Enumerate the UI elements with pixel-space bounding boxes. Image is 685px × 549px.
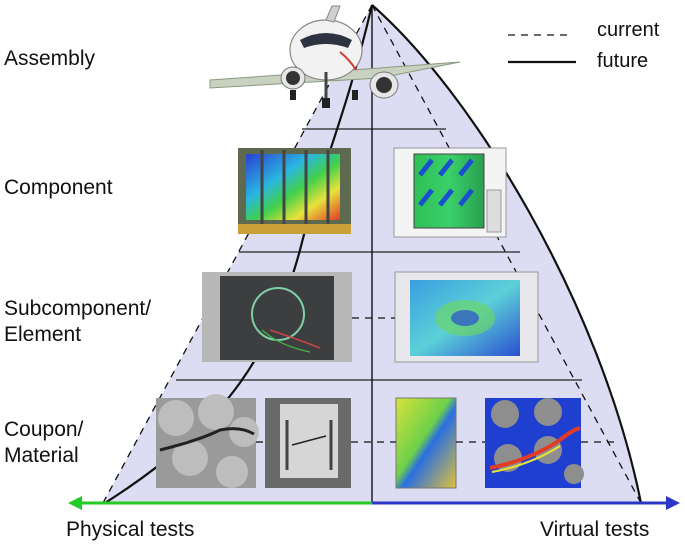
subcomponent-virtual-model: [394, 271, 539, 363]
level-label-coupon-line2: Material: [4, 444, 79, 467]
physical-axis-arrow: [68, 496, 372, 510]
level-label-coupon: Coupon/ Material: [4, 417, 83, 469]
coupon-micro-model: [485, 398, 584, 488]
legend-current-label: current: [597, 19, 660, 41]
subcomponent-physical-photo: [202, 272, 352, 362]
dashed-connectors: [256, 317, 620, 443]
level-dividers: [176, 128, 582, 381]
coupon-specimen-photo: [265, 398, 351, 488]
coupon-micrograph-photo: [156, 394, 259, 488]
level-label-assembly: Assembly: [4, 47, 96, 70]
level-label-component: Component: [4, 176, 113, 199]
level-label-subcomponent-line1: Subcomponent/: [4, 297, 152, 320]
component-physical-photo: [238, 148, 351, 234]
level-label-coupon-line1: Coupon/: [4, 418, 84, 441]
airplane-icon: [209, 5, 461, 108]
coupon-fe-model: [395, 397, 457, 489]
level-label-subcomponent-line2: Element: [4, 323, 82, 346]
physical-tests-label: Physical tests: [66, 518, 195, 541]
legend-future-label: future: [597, 50, 649, 72]
virtual-tests-label: Virtual tests: [540, 518, 650, 541]
virtual-axis-arrow: [372, 496, 680, 510]
level-label-subcomponent: Subcomponent/ Element: [4, 296, 151, 348]
component-virtual-model: [393, 147, 507, 238]
